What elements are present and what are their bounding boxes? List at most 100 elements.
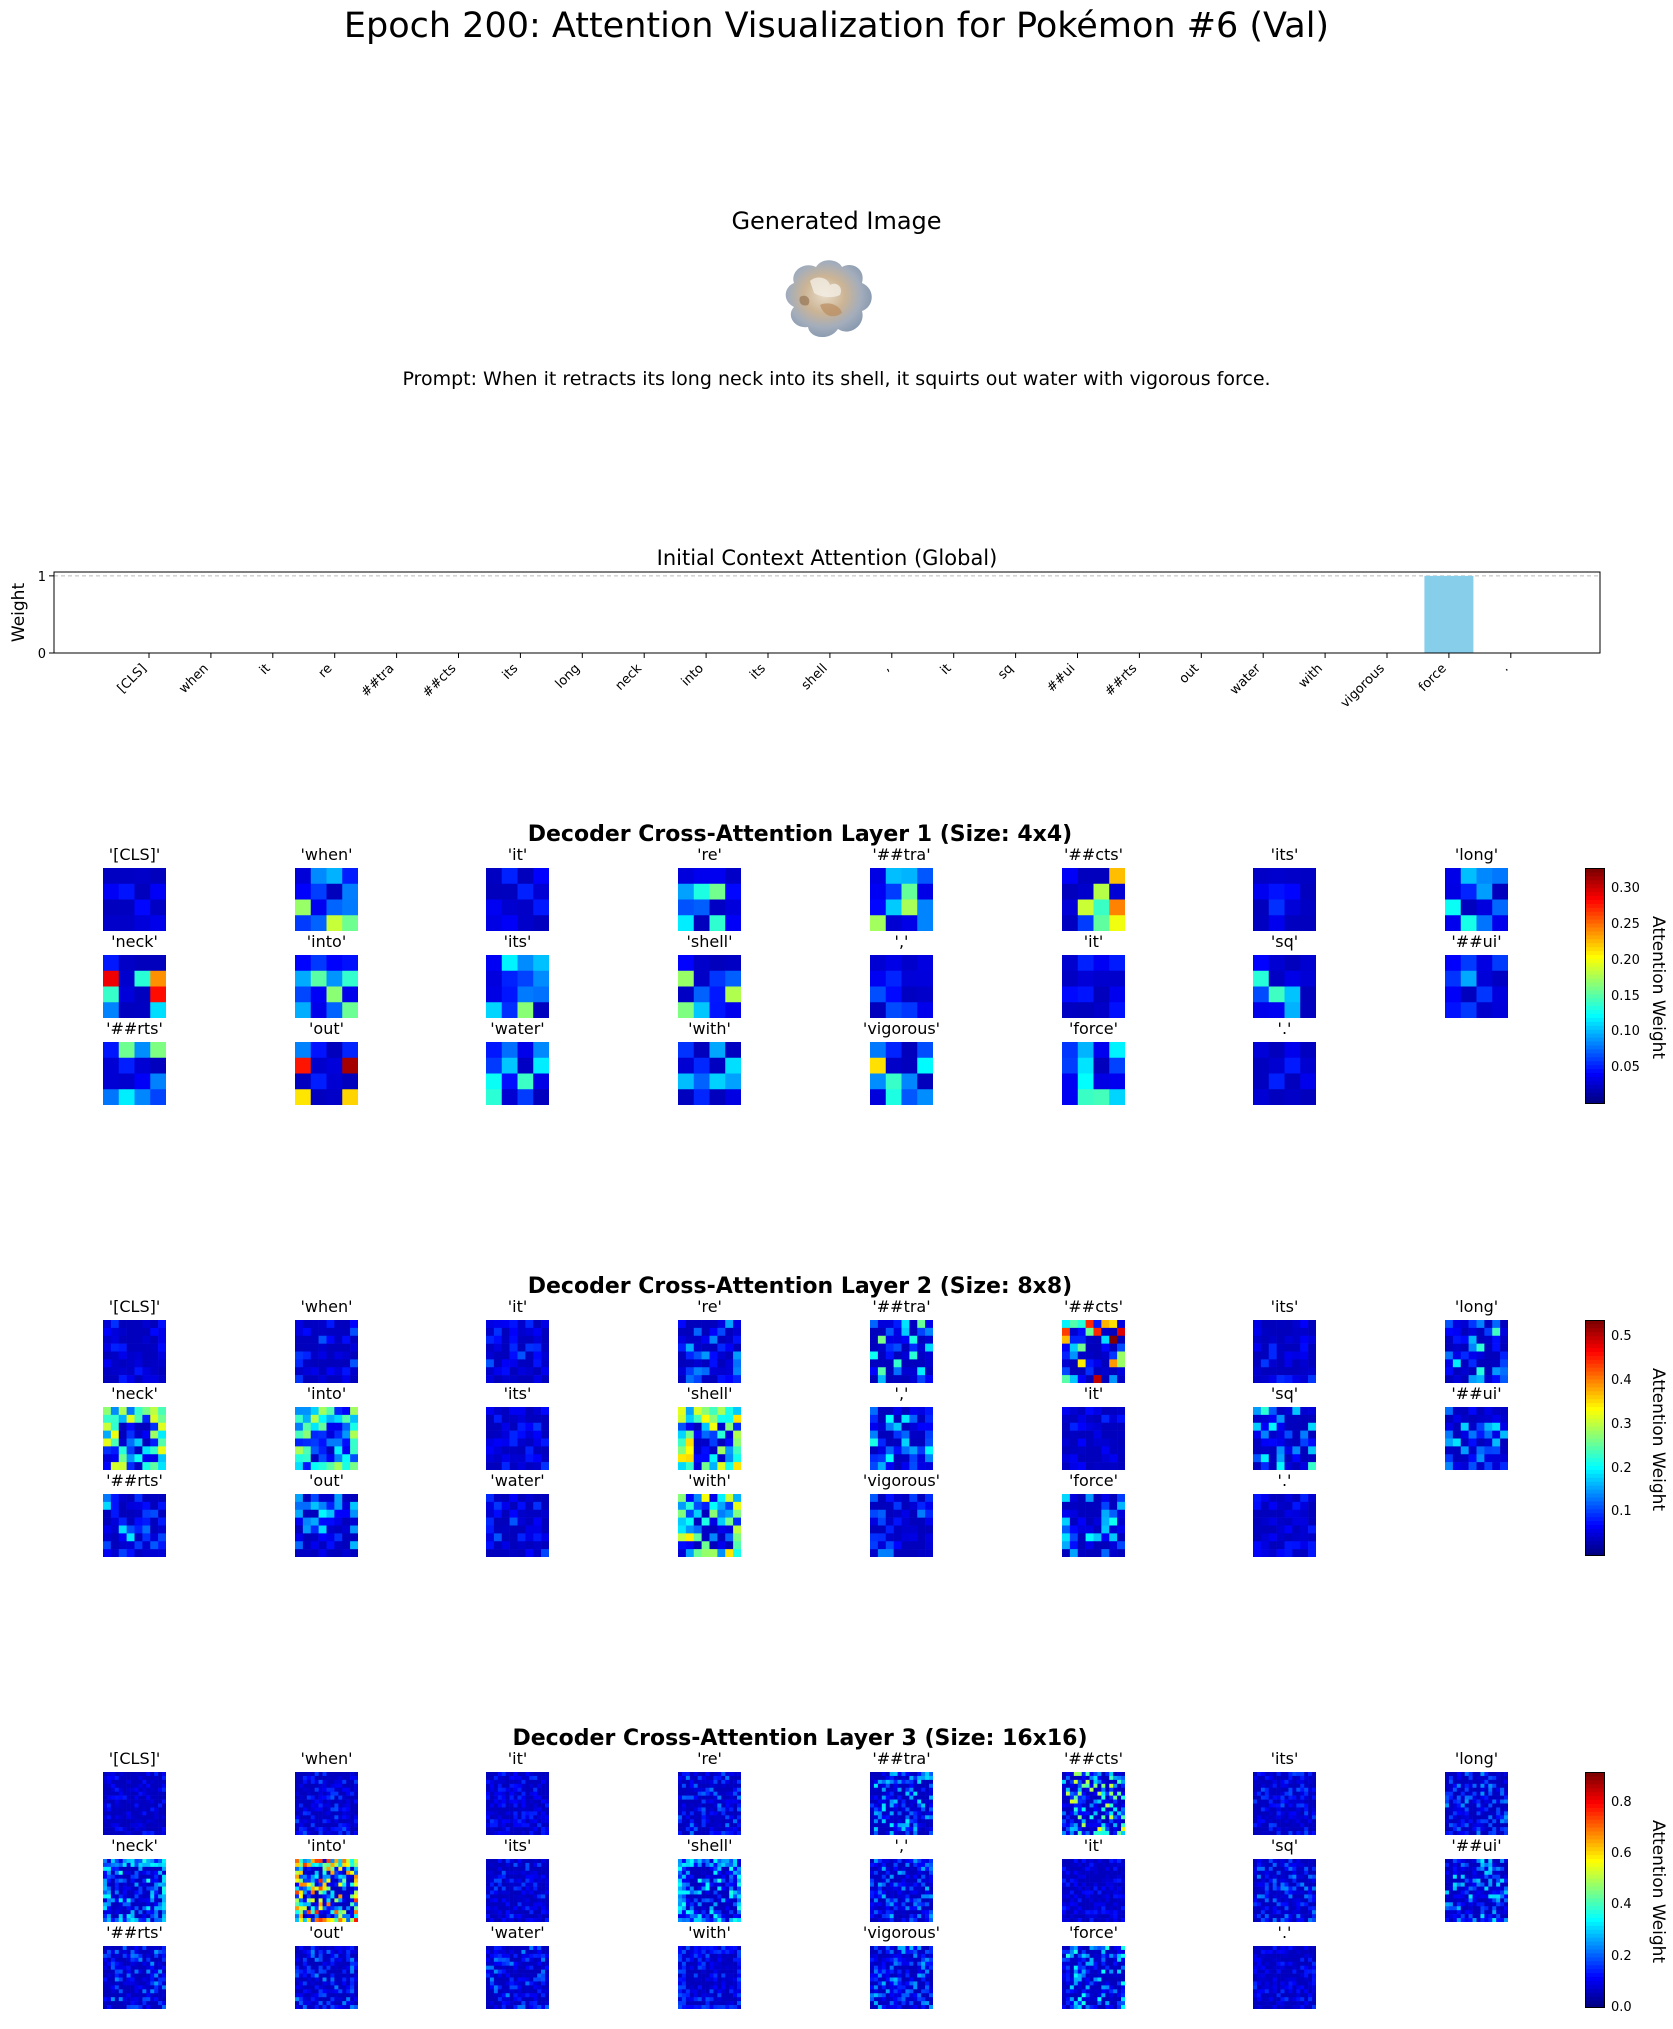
token-label: 'force' <box>1068 1019 1119 1038</box>
xtick-label-4: ##tra <box>358 661 397 700</box>
token-label: '[CLS]' <box>108 845 161 864</box>
heatmap-3-1 <box>295 1772 358 1835</box>
token-label: 'long' <box>1454 845 1499 864</box>
xtick-label-17: out <box>1176 661 1202 687</box>
token-label: '.' <box>1277 1471 1292 1490</box>
token-label: 'water' <box>490 1019 545 1038</box>
xtick-label-16: ##rts <box>1102 661 1140 699</box>
token-label: 'shell' <box>686 932 733 951</box>
colorbar-tick: 0.05 <box>1611 1060 1640 1076</box>
prompt-text: Prompt: When it retracts its long neck i… <box>402 368 1271 390</box>
colorbar-tick: 0.4 <box>1611 1373 1632 1389</box>
token-label: 're' <box>697 1749 722 1768</box>
token-label: 'it' <box>1083 1836 1104 1855</box>
heatmap-2-3 <box>678 1320 741 1383</box>
colorbar-tick: 0.8 <box>1611 1794 1632 1810</box>
colorbar-label: Attention Weight <box>1648 916 1668 1060</box>
heatmap-1-6 <box>1253 868 1316 931</box>
heatmap-3-7 <box>1445 1772 1508 1835</box>
heatmap-1-4 <box>870 868 933 931</box>
token-label: 'vigorous' <box>862 1923 941 1942</box>
token-label: '##cts' <box>1063 1749 1123 1768</box>
heatmap-3-10 <box>486 1859 549 1922</box>
heatmap-3-3 <box>678 1772 741 1835</box>
heatmap-1-12 <box>870 955 933 1018</box>
token-label: '##ui' <box>1451 1384 1502 1403</box>
heatmap-3-14 <box>1253 1859 1316 1922</box>
heatmap-2-19 <box>678 1494 741 1557</box>
token-label: 'its' <box>1270 1749 1299 1768</box>
xtick-label-10: its <box>747 661 769 683</box>
token-label: 'into' <box>306 932 347 951</box>
token-label: 'it' <box>507 1297 528 1316</box>
heatmap-3-11 <box>678 1859 741 1922</box>
token-label: 're' <box>697 845 722 864</box>
heatmap-1-16 <box>103 1042 166 1105</box>
token-label: ',' <box>894 1384 909 1403</box>
colorbar-tick: 0.20 <box>1611 952 1640 968</box>
bar-21 <box>1424 575 1474 653</box>
heatmap-1-17 <box>295 1042 358 1105</box>
colorbar-tick: 0.4 <box>1611 1897 1632 1913</box>
token-label: 'with' <box>688 1471 731 1490</box>
token-label: 'neck' <box>111 932 158 951</box>
token-label: 'it' <box>1083 1384 1104 1403</box>
heatmap-3-18 <box>486 1946 549 2009</box>
heatmap-1-5 <box>1062 868 1125 931</box>
token-label: 'its' <box>503 932 532 951</box>
layer-3-title: Decoder Cross-Attention Layer 3 (Size: 1… <box>512 1726 1088 1751</box>
heatmap-1-14 <box>1253 955 1316 1018</box>
heatmap-3-6 <box>1253 1772 1316 1835</box>
heatmap-1-1 <box>295 868 358 931</box>
token-label: '[CLS]' <box>108 1297 161 1316</box>
token-label: 'water' <box>490 1923 545 1942</box>
token-label: 'shell' <box>686 1836 733 1855</box>
heatmap-3-2 <box>486 1772 549 1835</box>
token-label: '##tra' <box>872 1749 931 1768</box>
token-label: ',' <box>894 1836 909 1855</box>
token-label: 'when' <box>300 845 353 864</box>
token-label: '.' <box>1277 1923 1292 1942</box>
token-label: 'it' <box>1083 932 1104 951</box>
heatmap-2-11 <box>678 1407 741 1470</box>
xtick-label-19: with <box>1296 661 1326 691</box>
context-axes <box>53 571 1601 654</box>
heatmap-3-19 <box>678 1946 741 2009</box>
token-label: '##tra' <box>872 1297 931 1316</box>
heatmap-2-4 <box>870 1320 933 1383</box>
token-label: 'it' <box>507 1749 528 1768</box>
heatmap-1-19 <box>678 1042 741 1105</box>
xtick-label-6: its <box>500 661 522 683</box>
token-label: 'sq' <box>1270 1836 1299 1855</box>
heatmap-2-13 <box>1062 1407 1125 1470</box>
heatmap-3-21 <box>1062 1946 1125 2009</box>
token-label: 'out' <box>309 1923 344 1942</box>
xtick-label-11: shell <box>799 661 831 693</box>
heatmap-3-12 <box>870 1859 933 1922</box>
ytick-label: 0 <box>38 647 46 662</box>
colorbar-tick: 0.25 <box>1611 917 1640 933</box>
heatmap-2-17 <box>295 1494 358 1557</box>
token-label: 'sq' <box>1270 932 1299 951</box>
token-label: 'water' <box>490 1471 545 1490</box>
token-label: 'its' <box>1270 845 1299 864</box>
heatmap-1-10 <box>486 955 549 1018</box>
xtick-label-2: it <box>257 661 274 678</box>
heatmap-3-13 <box>1062 1859 1125 1922</box>
colorbar-1 <box>1585 868 1605 1104</box>
heatmap-2-22 <box>1253 1494 1316 1557</box>
xtick-label-0: [CLS] <box>115 661 150 696</box>
heatmap-3-22 <box>1253 1946 1316 2009</box>
heatmap-1-15 <box>1445 955 1508 1018</box>
heatmap-3-17 <box>295 1946 358 2009</box>
token-label: '##cts' <box>1063 1297 1123 1316</box>
context-chart-title: Initial Context Attention (Global) <box>657 546 998 570</box>
token-label: '##rts' <box>106 1019 163 1038</box>
colorbar-tick: 0.0 <box>1611 2000 1632 2015</box>
heatmap-2-12 <box>870 1407 933 1470</box>
heatmap-1-21 <box>1062 1042 1125 1105</box>
figure-title: Epoch 200: Attention Visualization for P… <box>343 6 1330 46</box>
heatmap-2-18 <box>486 1494 549 1557</box>
colorbar-tick: 0.15 <box>1611 988 1640 1004</box>
token-label: 'long' <box>1454 1297 1499 1316</box>
